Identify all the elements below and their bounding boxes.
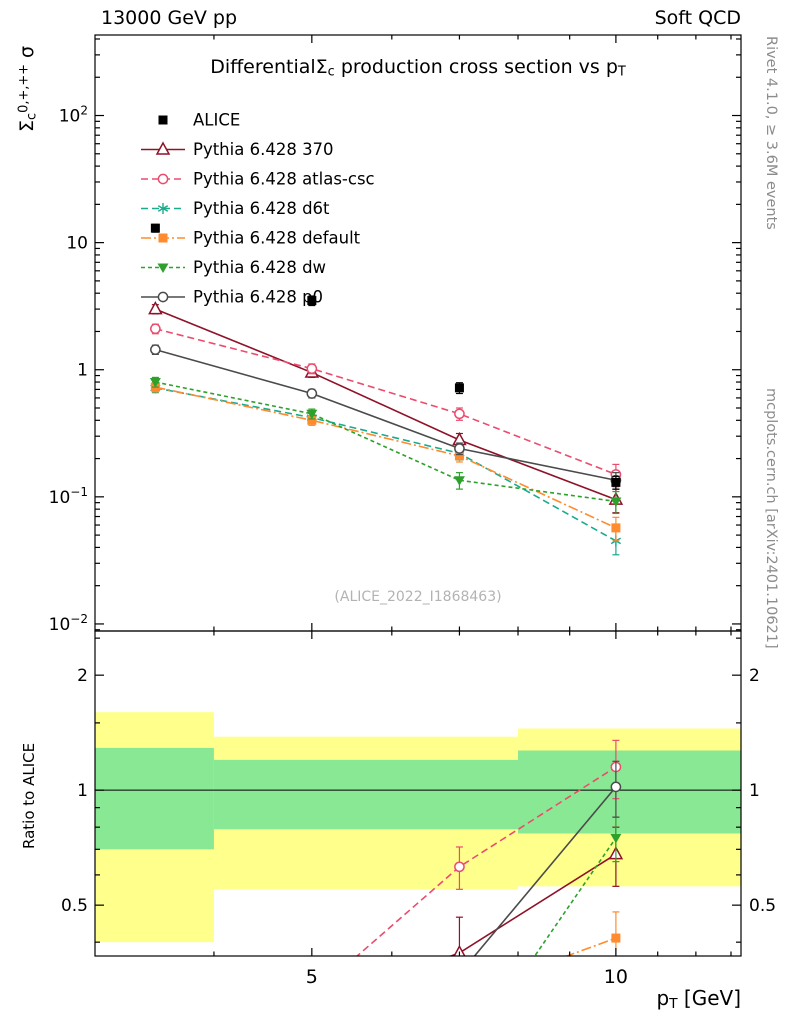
legend-label-d6t: Pythia 6.428 d6t bbox=[193, 199, 330, 218]
xlabel-sub: T bbox=[669, 995, 678, 1012]
plot-title: DifferentialΣc production cross section … bbox=[95, 56, 741, 80]
ylabel-sup: 0,+,++ bbox=[16, 64, 32, 113]
band-green bbox=[518, 750, 741, 834]
title-sigma-sub: c bbox=[327, 64, 335, 80]
legend-label-atlas_csc: Pythia 6.428 atlas-csc bbox=[193, 170, 375, 189]
legend: ALICE Pythia 6.428 370 Pythia 6.428 atlas-… bbox=[141, 111, 375, 307]
ratio-series-d6t bbox=[155, 969, 616, 1024]
series-p0 bbox=[150, 344, 622, 490]
tick-label: 2 bbox=[77, 666, 88, 686]
tick-label: 5 bbox=[306, 966, 318, 988]
ratio-series-default bbox=[564, 911, 621, 956]
tick-label: 1 bbox=[749, 781, 760, 801]
tick-label: 10−2 bbox=[49, 612, 88, 635]
process-group-label: Soft QCD bbox=[654, 7, 741, 29]
series-py370 bbox=[148, 301, 624, 514]
xlabel-base: p bbox=[656, 986, 670, 1010]
legend-item-atlas_csc: Pythia 6.428 atlas-csc bbox=[141, 170, 375, 189]
series-dw bbox=[149, 376, 622, 515]
title-rest-sub: T bbox=[617, 64, 626, 80]
legend-item-d6t: Pythia 6.428 d6t bbox=[141, 199, 330, 218]
tick-label: 0.5 bbox=[749, 896, 776, 916]
band-green bbox=[213, 759, 519, 830]
ratio-uncertainty-bands bbox=[95, 712, 741, 943]
xlabel-tail: [GeV] bbox=[677, 986, 741, 1010]
legend-item-dw: Pythia 6.428 dw bbox=[141, 258, 326, 277]
series-d6t bbox=[150, 382, 622, 556]
tick-label: 10−1 bbox=[49, 485, 88, 508]
legend-item-p0: Pythia 6.428 p0 bbox=[141, 288, 323, 307]
ratio-series-p0 bbox=[473, 760, 622, 956]
ylabel-sigma: Σ bbox=[16, 119, 38, 132]
legend-item-alice: ALICE bbox=[158, 111, 240, 130]
legend-label-alice: ALICE bbox=[193, 111, 240, 130]
mcplots-attribution-label: mcplots.cern.ch [arXiv:2401.10621] bbox=[763, 388, 779, 649]
tick-label: 1 bbox=[77, 361, 88, 381]
rivet-version-label: Rivet 4.1.0, ≥ 3.6M events bbox=[763, 36, 779, 230]
y-axis-label-ratio: Ratio to ALICE bbox=[20, 742, 38, 849]
legend-item-py370: Pythia 6.428 370 bbox=[141, 140, 334, 159]
title-prefix: Differential bbox=[210, 56, 316, 78]
series-alice bbox=[150, 223, 621, 490]
title-sigma: Σ bbox=[315, 56, 328, 78]
main-panel-series bbox=[148, 223, 624, 556]
axes-frames-ticks bbox=[94, 34, 742, 957]
y-axis-label-main: Σc0,+,++ σ bbox=[16, 46, 40, 132]
title-rest: production cross section vs p bbox=[334, 56, 618, 78]
ratio-panel-series bbox=[155, 739, 624, 1024]
ylabel-sub: c bbox=[24, 112, 40, 120]
legend-item-default: Pythia 6.428 default bbox=[141, 229, 361, 248]
tick-label: 2 bbox=[749, 666, 760, 686]
analysis-id-watermark: (ALICE_2022_I1868463) bbox=[334, 589, 502, 605]
tick-label: 0.5 bbox=[61, 896, 88, 916]
tick-label: 1 bbox=[77, 781, 88, 801]
tick-label: 102 bbox=[59, 104, 88, 127]
legend-label-default: Pythia 6.428 default bbox=[193, 229, 361, 248]
x-axis-label: pT [GeV] bbox=[657, 986, 741, 1012]
beam-energy-label: 13000 GeV pp bbox=[101, 7, 238, 29]
band-green bbox=[95, 747, 214, 850]
legend-label-p0: Pythia 6.428 p0 bbox=[193, 288, 323, 307]
tick-label: 10 bbox=[604, 966, 628, 988]
ylabel-tail: σ bbox=[16, 45, 38, 65]
tick-label: 10 bbox=[66, 234, 88, 254]
legend-label-dw: Pythia 6.428 dw bbox=[193, 258, 326, 277]
legend-label-py370: Pythia 6.428 370 bbox=[193, 140, 334, 159]
